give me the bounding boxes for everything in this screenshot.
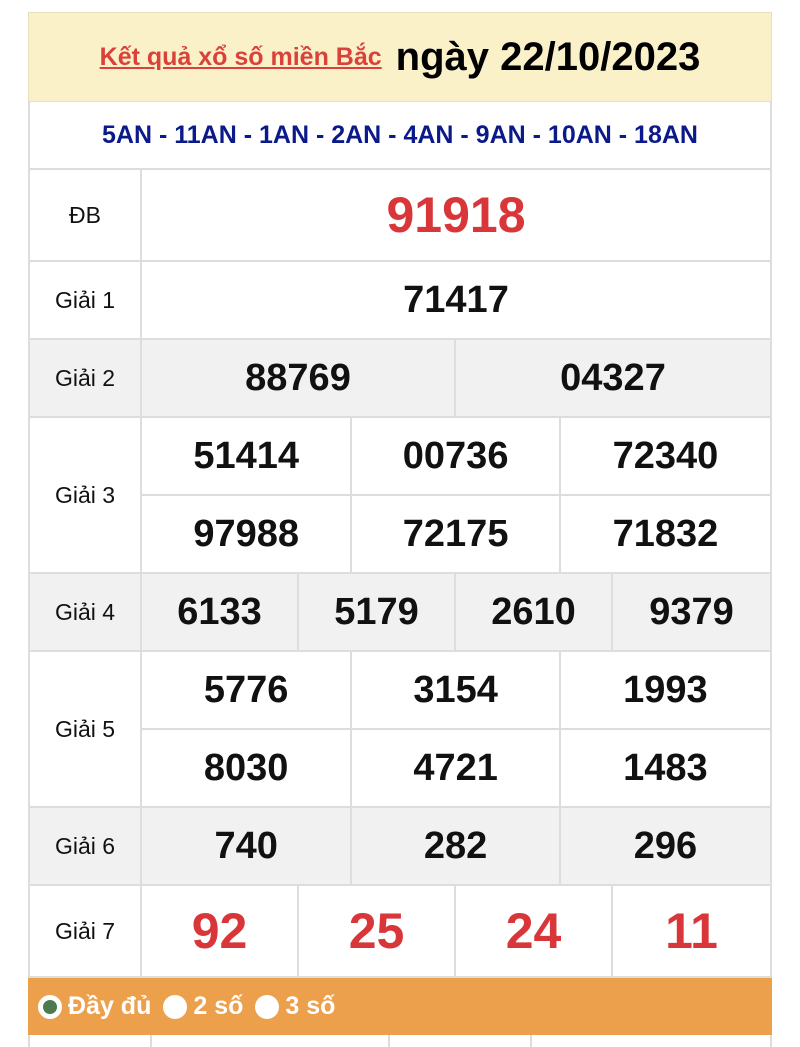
prize-number: 9379 [649,590,734,633]
prize-number: 3154 [352,652,561,730]
prize-number: 8030 [142,730,353,806]
prize-number: 1483 [623,746,708,789]
display-options: Đầy đủ 2 số 3 số [28,978,772,1035]
prize-number: 72175 [352,496,561,572]
results-table: Kết quả xổ số miền Bắc ngày 22/10/2023 5… [28,12,772,1047]
special-prize-number: 91918 [386,187,526,243]
option-full[interactable]: Đầy đủ [38,992,151,1021]
prize-label: Giải 1 [30,262,142,338]
prize-number: 92 [142,886,299,976]
radio-selected-icon[interactable] [38,994,62,1019]
prize-label: Giải 3 [30,418,142,572]
ticket-codes: 5AN - 11AN - 1AN - 2AN - 4AN - 9AN - 10A… [28,102,772,170]
prize-number: 72340 [560,418,770,496]
partial-cell [390,1035,532,1047]
prize-number: 282 [352,808,561,884]
prize-label: ĐB [30,170,142,260]
prize-row-g2: Giải 2 88769 04327 [28,340,772,418]
prize-row-g3: Giải 3 51414 00736 72340 97988 72175 718… [28,418,772,574]
option-label: 3 số [285,992,336,1020]
results-title-link[interactable]: Kết quả xổ số miền Bắc [99,42,382,71]
prize-row-g7: Giải 7 92 25 24 11 [28,886,772,978]
prize-row-g1: Giải 1 71417 [28,262,772,340]
option-3-digits[interactable]: 3 số [255,992,335,1021]
prize-row-db: ĐB 91918 [28,170,772,262]
prize-number: 24 [456,886,613,976]
draw-date: ngày 22/10/2023 [395,34,701,79]
prize-number: 00736 [352,418,561,496]
prize-row-g4: Giải 4 6133 5179 2610 9379 [28,574,772,652]
prize-number: 1993 [560,652,770,730]
option-label: Đầy đủ [68,992,152,1020]
next-table-partial [28,1035,772,1047]
prize-number: 2610 [456,574,613,650]
prize-number: 97988 [142,496,353,572]
prize-number: 71832 [612,512,719,555]
prize-number: 296 [633,824,698,867]
prize-number: 5776 [142,652,353,730]
radio-icon[interactable] [163,994,188,1019]
prize-label: Giải 6 [30,808,142,884]
prize-number: 51414 [142,418,353,496]
prize-number: 88769 [142,340,456,416]
prize-number: 5179 [299,574,456,650]
results-header: Kết quả xổ số miền Bắc ngày 22/10/2023 [28,12,772,102]
prize-row-g5: Giải 5 5776 3154 1993 8030 4721 1483 [28,652,772,808]
prize-label: Giải 4 [30,574,142,650]
prize-number: 25 [299,886,456,976]
prize-label: Giải 7 [30,886,142,976]
prize-label: Giải 5 [30,652,142,806]
prize-label: Giải 2 [30,340,142,416]
option-2-digits[interactable]: 2 số [163,992,243,1021]
partial-cell [30,1035,152,1047]
prize-number: 11 [665,903,718,959]
prize-number: 740 [142,808,353,884]
prize-number: 71417 [403,278,509,321]
prize-row-g6: Giải 6 740 282 296 [28,808,772,886]
option-label: 2 số [193,992,244,1020]
prize-number: 6133 [142,574,299,650]
radio-icon[interactable] [255,994,280,1019]
partial-cell [152,1035,390,1047]
prize-number: 04327 [560,356,666,399]
prize-number: 4721 [352,730,561,806]
